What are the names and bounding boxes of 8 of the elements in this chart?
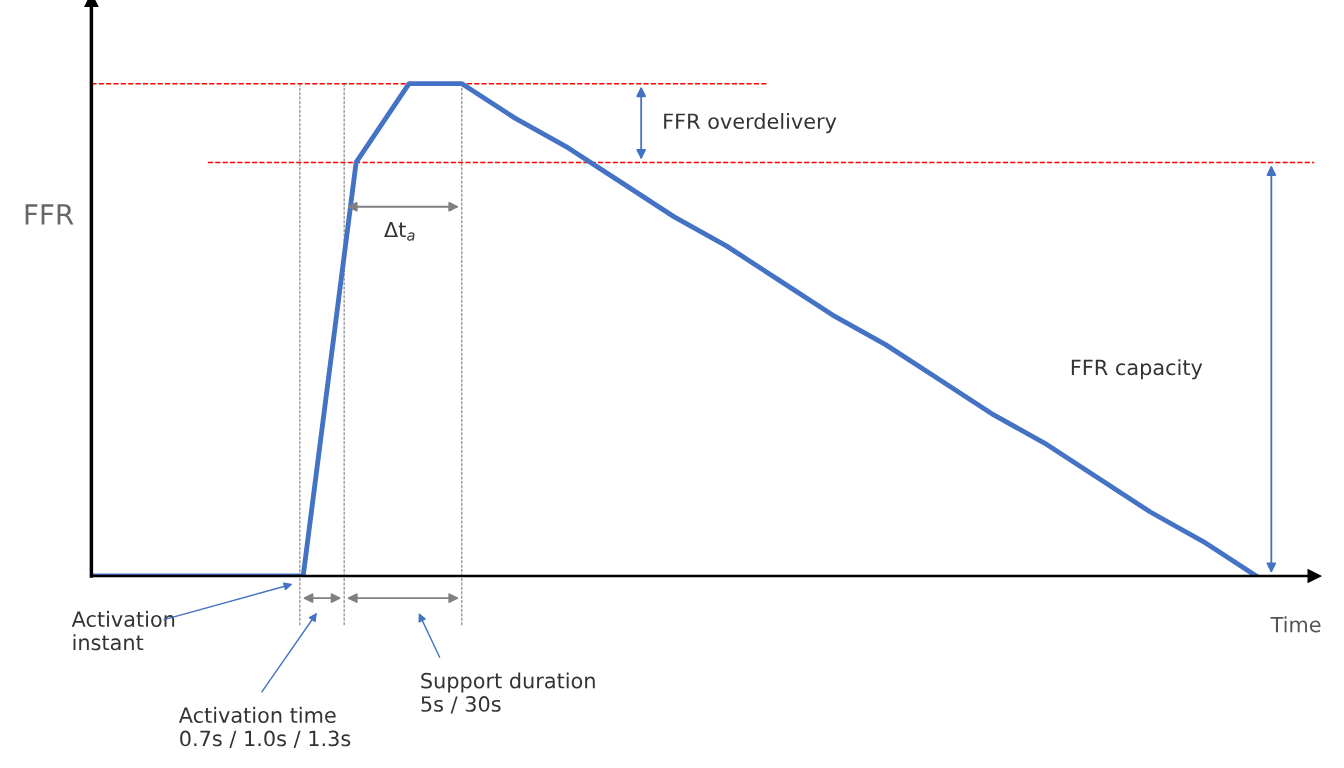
- annotation: Δt$_{a}$: [384, 221, 415, 241]
- text: Support duration 5s / 30s: [421, 672, 595, 714]
- text: Activation instant: [71, 610, 175, 651]
- annotation: FFR capacity: [1071, 359, 1203, 380]
- y-axis-title: FFR: [25, 204, 74, 225]
- text: Activation time 0.7s / 1.0s / 1.3s: [178, 706, 351, 748]
- annotation: FFR overdelivery: [664, 113, 837, 134]
- x-axis-title: Time: [1270, 616, 1321, 633]
